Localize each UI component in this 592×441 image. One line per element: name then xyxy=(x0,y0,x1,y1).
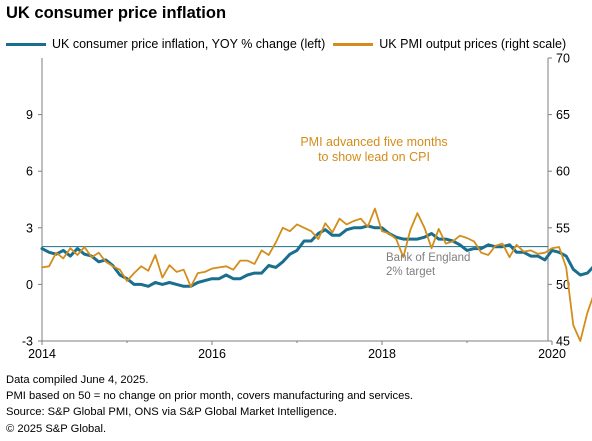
footer-note-pmi: PMI based on 50 = no change on prior mon… xyxy=(6,390,414,403)
legend-item-pmi: UK PMI output prices (right scale) xyxy=(333,37,566,51)
y-right-tick-label: 70 xyxy=(556,52,570,66)
line-chart: -303694550556065702014201620182020202220… xyxy=(22,52,592,361)
legend-item-cpi: UK consumer price inflation, YOY % chang… xyxy=(6,37,325,51)
legend-label-pmi: UK PMI output prices (right scale) xyxy=(379,37,567,51)
annotation-boe-line2: 2% target xyxy=(386,266,436,278)
chart-legend: UK consumer price inflation, YOY % chang… xyxy=(6,37,574,51)
y-left-tick-label: 0 xyxy=(26,278,33,292)
legend-swatch-pmi xyxy=(333,42,374,46)
legend-label-cpi: UK consumer price inflation, YOY % chang… xyxy=(52,37,326,51)
y-left-tick-label: 3 xyxy=(26,221,33,235)
footer-note-source: Source: S&P Global PMI, ONS via S&P Glob… xyxy=(6,406,338,419)
y-left-tick-label: 6 xyxy=(26,165,33,179)
y-left-tick-label: -3 xyxy=(22,335,33,349)
x-tick-label: 2014 xyxy=(28,347,56,361)
x-tick-label: 2020 xyxy=(538,347,566,361)
y-right-tick-label: 65 xyxy=(556,108,570,122)
footer-note-compiled: Data compiled June 4, 2025. xyxy=(6,374,149,386)
legend-swatch-cpi xyxy=(6,42,46,46)
footer-copyright: © 2025 S&P Global. xyxy=(6,422,107,435)
annotation-pmi-lead-line1: PMI advanced five months xyxy=(300,135,447,149)
x-tick-label: 2018 xyxy=(368,347,396,361)
y-right-tick-label: 50 xyxy=(556,278,570,292)
y-right-tick-label: 55 xyxy=(556,221,570,235)
cpi-series-line xyxy=(40,224,592,288)
chart-footer: Data compiled June 4, 2025. PMI based on… xyxy=(6,372,413,437)
y-left-tick-label: 9 xyxy=(26,108,33,122)
y-right-tick-label: 45 xyxy=(556,335,570,349)
x-tick-label: 2016 xyxy=(198,347,226,361)
annotation-pmi-lead-line2: to show lead on CPI xyxy=(318,150,430,164)
chart-title: UK consumer price inflation xyxy=(6,4,227,22)
pmi-series-line xyxy=(41,207,592,342)
y-right-tick-label: 60 xyxy=(556,165,570,179)
annotation-boe-line1: Bank of England xyxy=(386,252,470,264)
